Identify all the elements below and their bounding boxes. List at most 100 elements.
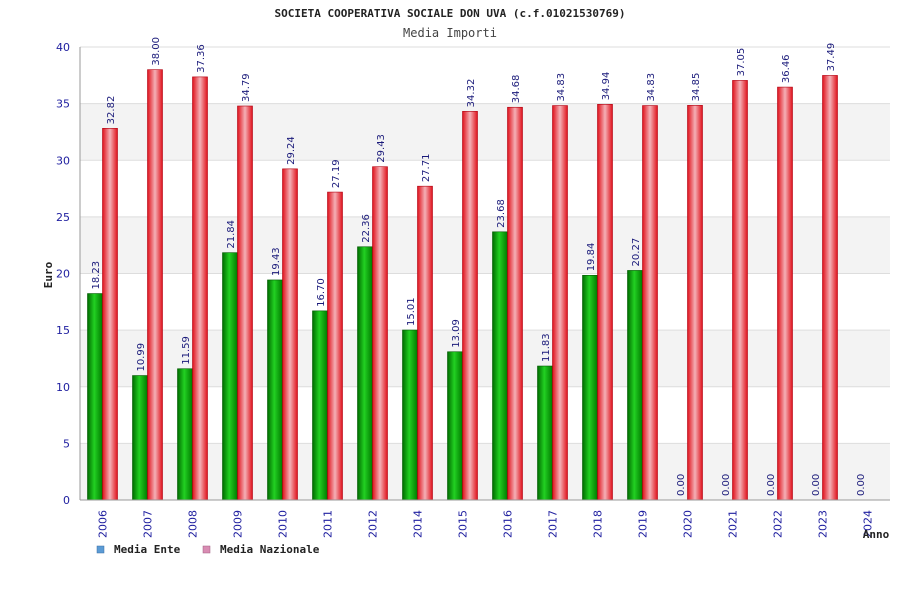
x-tick-label: 2011 (322, 510, 335, 538)
bar-media-ente (447, 351, 463, 501)
x-tick-label: 2017 (547, 510, 560, 538)
bar-value-label: 29.43 (376, 134, 387, 163)
bar-media-ente (357, 246, 373, 501)
bar-media-nazionale (417, 185, 433, 501)
x-axis-ticks: 2006 2007 2008 2009 2010 2011 2012 2014 2015 2016… (97, 510, 875, 538)
bar-value-label: 22.36 (361, 214, 372, 243)
plot-background (80, 47, 890, 500)
bar-value-label: 0.00 (766, 474, 777, 496)
bar-value-label: 18.23 (91, 261, 102, 290)
legend-label-media-ente: Media Ente (114, 543, 181, 556)
x-tick-label: 2016 (502, 510, 515, 538)
y-tick-label: 10 (56, 381, 70, 394)
plot-band (80, 273, 890, 331)
x-tick-label: 2020 (682, 510, 695, 538)
bar-value-label: 37.36 (196, 44, 207, 73)
bar-media-ente (87, 293, 103, 501)
legend-swatch-media-ente (96, 545, 105, 554)
chart-title: SOCIETA COOPERATIVA SOCIALE DON UVA (c.f… (275, 7, 626, 20)
y-axis-label: Euro (42, 261, 55, 288)
bar-value-label: 16.70 (316, 278, 327, 307)
bar-value-label: 19.43 (271, 247, 282, 276)
y-axis-ticks: 0 5 10 15 20 25 30 35 40 (56, 41, 70, 507)
y-tick-label: 20 (56, 268, 70, 281)
bar-media-nazionale (552, 105, 568, 501)
x-tick-label: 2009 (232, 510, 245, 538)
bar-value-label: 19.84 (586, 243, 597, 272)
x-tick-label: 2006 (97, 510, 110, 538)
y-tick-label: 15 (56, 324, 70, 337)
bar-value-label: 23.68 (496, 199, 507, 228)
bar-media-nazionale (642, 105, 658, 501)
bar-value-label: 27.71 (421, 154, 432, 183)
bar-value-label: 0.00 (676, 474, 687, 496)
plot-band (80, 216, 890, 274)
bar-value-label: 34.68 (511, 75, 522, 104)
bar-value-label: 32.82 (106, 96, 117, 125)
bar-media-ente (177, 368, 193, 501)
plot-band (80, 443, 890, 500)
x-tick-label: 2024 (862, 510, 875, 538)
x-tick-label: 2023 (817, 510, 830, 538)
x-tick-label: 2015 (457, 510, 470, 538)
bar-value-label: 34.94 (601, 72, 612, 101)
plot-band (80, 103, 890, 161)
bar-value-label: 0.00 (811, 474, 822, 496)
bar-media-ente (627, 270, 643, 501)
bar-value-label: 13.09 (451, 319, 462, 348)
bar-value-label: 37.49 (826, 43, 837, 72)
bar-value-label: 0.00 (721, 474, 732, 496)
bars (87, 69, 838, 501)
bar-media-ente (222, 252, 238, 501)
bar-media-ente (537, 365, 553, 501)
bar-media-nazionale (732, 80, 748, 501)
bar-value-label: 21.84 (226, 220, 237, 249)
y-tick-label: 40 (56, 41, 70, 54)
x-tick-label: 2021 (727, 510, 740, 538)
x-tick-label: 2019 (637, 510, 650, 538)
bar-media-nazionale (282, 168, 298, 501)
legend-swatch-media-nazionale (202, 545, 211, 554)
x-tick-label: 2014 (412, 510, 425, 538)
bar-value-label: 34.85 (691, 73, 702, 102)
plot-band (80, 386, 890, 444)
bar-media-nazionale (372, 166, 388, 501)
x-tick-label: 2007 (142, 510, 155, 538)
plot-band (80, 47, 890, 104)
bar-value-label: 38.00 (151, 37, 162, 66)
y-tick-label: 0 (63, 494, 70, 507)
x-tick-label: 2018 (592, 510, 605, 538)
x-tick-label: 2008 (187, 510, 200, 538)
bar-value-label: 34.83 (646, 73, 657, 102)
bar-value-label: 34.83 (556, 73, 567, 102)
x-tick-label: 2022 (772, 510, 785, 538)
y-tick-label: 30 (56, 154, 70, 167)
bar-value-label: 27.19 (331, 159, 342, 188)
bar-media-nazionale (237, 105, 253, 501)
bar-value-label: 29.24 (286, 136, 297, 165)
bar-media-nazionale (327, 191, 343, 501)
bar-value-label: 37.05 (736, 48, 747, 77)
bar-value-label: 34.32 (466, 79, 477, 108)
chart-subtitle: Media Importi (403, 26, 497, 40)
plot-band (80, 160, 890, 217)
bar-media-nazionale (462, 111, 478, 501)
legend-label-media-nazionale: Media Nazionale (220, 543, 320, 556)
bar-value-label: 0.00 (856, 474, 867, 496)
bar-media-nazionale (507, 106, 523, 501)
y-tick-label: 35 (56, 98, 70, 111)
y-tick-label: 25 (56, 211, 70, 224)
bar-media-nazionale (192, 76, 208, 501)
bar-media-ente (492, 231, 508, 501)
bar-value-label: 20.27 (631, 238, 642, 267)
bar-value-label: 11.59 (181, 336, 192, 365)
bar-value-label: 34.79 (241, 73, 252, 102)
bar-media-ente (402, 329, 418, 501)
bar-media-nazionale (102, 128, 118, 501)
x-tick-label: 2012 (367, 510, 380, 538)
bar-value-labels: 18.23 32.82 10.99 38.00 11.59 37.36 21.84 34.79… (91, 37, 867, 496)
bar-media-ente (312, 310, 328, 501)
legend: Media Ente Media Nazionale (96, 543, 320, 556)
